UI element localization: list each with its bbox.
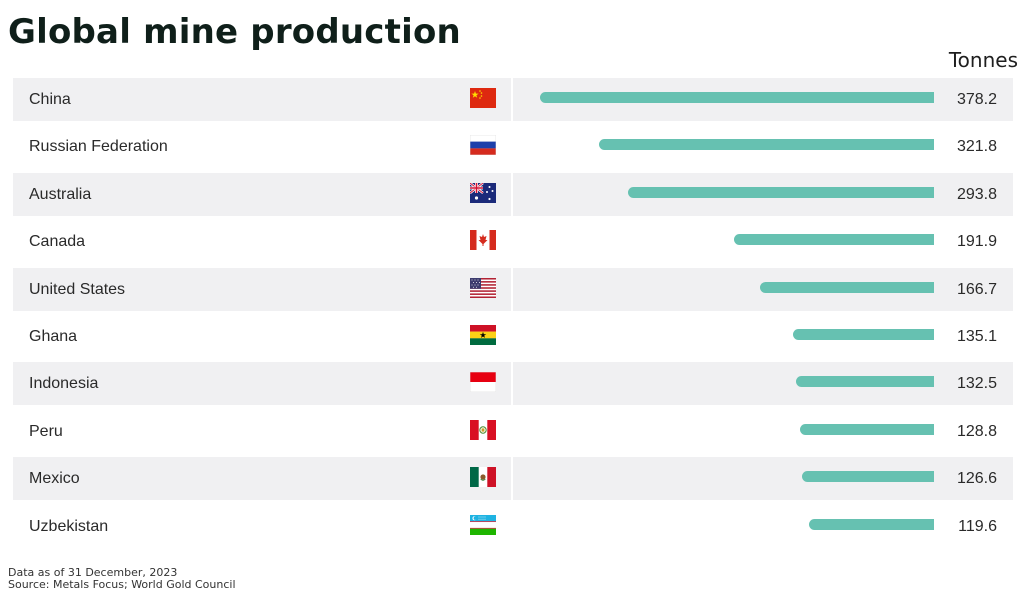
column-divider [511,125,513,169]
chart-row: Canada 191.9 [13,220,1013,264]
canada-flag-icon [470,230,496,251]
chart-row: United States 166.7 [13,267,1013,311]
value-label: 321.8 [956,138,997,156]
value-label: 135.1 [956,327,997,345]
peru-flag-icon [470,419,496,440]
china-flag-icon [470,88,496,108]
column-divider [511,314,513,358]
australia-flag-icon [470,182,496,203]
bar [796,376,934,388]
chart-row: Peru 128.8 [13,409,1013,453]
chart-row: Indonesia 132.5 [13,362,1013,406]
column-divider [511,220,513,264]
column-divider [511,362,513,406]
column-divider [511,172,513,216]
chart-row: Mexico 126.6 [13,457,1013,501]
unit-label: Tonnes [948,48,1018,72]
value-label: 128.8 [956,422,997,440]
value-label: 378.2 [956,91,997,108]
category-label: Russian Federation [29,138,168,156]
value-label: 126.6 [956,470,997,488]
usa-flag-icon [470,277,496,298]
source-note: Source: Metals Focus; World Gold Council [8,578,236,591]
chart-row: Australia 293.8 [13,172,1013,216]
category-label: United States [29,280,126,298]
ghana-flag-icon [470,324,496,345]
category-label: Uzbekistan [29,517,109,535]
bar [809,518,934,530]
mexico-flag-icon [470,467,496,488]
category-label: Peru [29,422,63,440]
bar-table: China 378.2 Russian Federation 321.8 Austral… [13,78,1013,552]
category-label: Indonesia [29,375,99,393]
bar [599,139,934,151]
value-label: 293.8 [956,185,997,203]
column-divider [511,78,513,121]
bar [540,92,934,103]
value-label: 191.9 [956,233,997,251]
chart-row: Uzbekistan 119.6 [13,504,1013,548]
column-divider [511,457,513,501]
value-label: 166.7 [956,280,997,298]
column-divider [511,267,513,311]
russia-flag-icon [470,135,496,156]
indonesia-flag-icon [470,372,496,393]
category-label: Australia [29,185,92,203]
date-note: Data as of 31 December, 2023 [8,566,178,579]
chart-row: Ghana 135.1 [13,314,1013,358]
bar [802,471,934,483]
category-label: China [29,91,71,108]
bar [760,281,934,293]
value-label: 119.6 [958,517,997,535]
bar [628,186,934,198]
column-divider [511,504,513,548]
bar [734,234,934,246]
bar [800,423,934,435]
chart-row: Russian Federation 321.8 [13,125,1013,169]
category-label: Canada [29,233,86,251]
column-divider [511,409,513,453]
bar [793,328,934,340]
value-label: 132.5 [956,375,997,393]
chart-title: Global mine production [8,12,461,52]
category-label: Ghana [29,327,78,345]
chart-row: China 378.2 [13,78,1013,121]
category-label: Mexico [29,470,80,488]
footer: Data as of 31 December, 2023 Source: Met… [8,567,236,591]
uzbekistan-flag-icon [470,514,496,535]
